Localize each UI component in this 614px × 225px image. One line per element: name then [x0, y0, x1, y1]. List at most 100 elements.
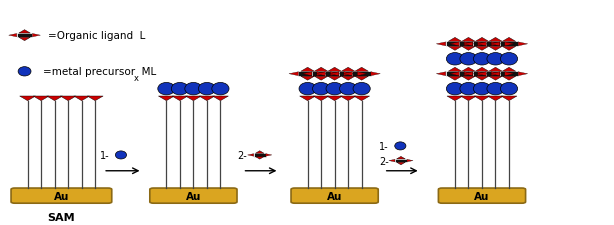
FancyBboxPatch shape — [486, 72, 505, 77]
Polygon shape — [464, 72, 473, 76]
Polygon shape — [355, 68, 368, 72]
Polygon shape — [489, 47, 502, 51]
Polygon shape — [464, 72, 473, 76]
FancyBboxPatch shape — [312, 72, 330, 77]
FancyBboxPatch shape — [339, 72, 357, 77]
FancyBboxPatch shape — [298, 72, 317, 77]
Text: Au: Au — [185, 191, 201, 201]
Polygon shape — [328, 68, 341, 72]
Polygon shape — [475, 77, 489, 81]
Polygon shape — [397, 157, 405, 159]
Polygon shape — [301, 77, 314, 81]
Ellipse shape — [185, 83, 202, 95]
Polygon shape — [19, 38, 30, 41]
Text: 2-: 2- — [238, 150, 247, 160]
Polygon shape — [47, 97, 63, 101]
Polygon shape — [464, 43, 473, 47]
Ellipse shape — [460, 83, 477, 95]
Polygon shape — [185, 97, 201, 101]
Polygon shape — [19, 31, 30, 34]
Ellipse shape — [500, 83, 518, 95]
Ellipse shape — [487, 83, 504, 95]
Text: 1-: 1- — [379, 141, 389, 151]
Polygon shape — [74, 97, 90, 101]
Polygon shape — [448, 47, 462, 51]
Polygon shape — [477, 43, 486, 47]
Polygon shape — [317, 72, 326, 76]
Text: 1-: 1- — [99, 150, 109, 160]
FancyBboxPatch shape — [500, 42, 518, 47]
FancyBboxPatch shape — [459, 72, 478, 77]
FancyBboxPatch shape — [17, 34, 33, 38]
Polygon shape — [9, 34, 17, 38]
Polygon shape — [407, 160, 413, 162]
Polygon shape — [327, 97, 343, 101]
Polygon shape — [475, 47, 489, 51]
Polygon shape — [474, 97, 490, 101]
FancyBboxPatch shape — [395, 159, 407, 162]
Ellipse shape — [313, 83, 330, 95]
Ellipse shape — [460, 53, 477, 66]
Polygon shape — [266, 154, 272, 157]
Polygon shape — [488, 97, 503, 101]
Polygon shape — [462, 68, 475, 72]
Polygon shape — [491, 72, 500, 76]
Text: x: x — [134, 73, 139, 82]
Ellipse shape — [353, 83, 370, 95]
Polygon shape — [357, 72, 367, 76]
Polygon shape — [491, 43, 500, 47]
Polygon shape — [489, 38, 502, 42]
FancyBboxPatch shape — [352, 72, 371, 77]
Ellipse shape — [171, 83, 188, 95]
Polygon shape — [450, 43, 459, 47]
Polygon shape — [450, 72, 459, 76]
Polygon shape — [330, 72, 339, 76]
Text: Au: Au — [53, 191, 69, 201]
Polygon shape — [505, 72, 514, 76]
Ellipse shape — [18, 67, 31, 77]
Polygon shape — [462, 77, 475, 81]
FancyBboxPatch shape — [486, 42, 505, 47]
Polygon shape — [502, 47, 516, 51]
Polygon shape — [475, 68, 489, 72]
Ellipse shape — [158, 83, 175, 95]
Polygon shape — [87, 97, 103, 101]
Polygon shape — [344, 72, 353, 76]
Polygon shape — [397, 162, 405, 165]
Polygon shape — [300, 97, 316, 101]
Polygon shape — [491, 43, 500, 47]
Polygon shape — [460, 97, 476, 101]
Polygon shape — [489, 77, 502, 81]
Polygon shape — [448, 68, 462, 72]
Ellipse shape — [198, 83, 216, 95]
Ellipse shape — [326, 83, 343, 95]
Ellipse shape — [446, 83, 464, 95]
Polygon shape — [158, 97, 174, 101]
Polygon shape — [199, 97, 215, 101]
Polygon shape — [172, 97, 188, 101]
FancyBboxPatch shape — [325, 72, 344, 77]
Polygon shape — [355, 77, 368, 81]
Ellipse shape — [340, 83, 357, 95]
Polygon shape — [389, 160, 395, 162]
Polygon shape — [247, 154, 254, 157]
Ellipse shape — [500, 53, 518, 66]
Polygon shape — [518, 72, 527, 76]
Polygon shape — [313, 97, 329, 101]
Polygon shape — [316, 72, 325, 76]
Text: Au: Au — [327, 191, 343, 201]
FancyBboxPatch shape — [446, 72, 464, 77]
Polygon shape — [502, 77, 516, 81]
Polygon shape — [60, 97, 76, 101]
Polygon shape — [340, 97, 356, 101]
Polygon shape — [314, 68, 328, 72]
Ellipse shape — [299, 83, 316, 95]
Polygon shape — [502, 68, 516, 72]
Text: SAM: SAM — [48, 212, 75, 222]
Polygon shape — [501, 97, 517, 101]
Polygon shape — [478, 43, 487, 47]
Polygon shape — [437, 72, 446, 76]
Polygon shape — [462, 38, 475, 42]
Ellipse shape — [395, 142, 406, 150]
Polygon shape — [491, 72, 500, 76]
